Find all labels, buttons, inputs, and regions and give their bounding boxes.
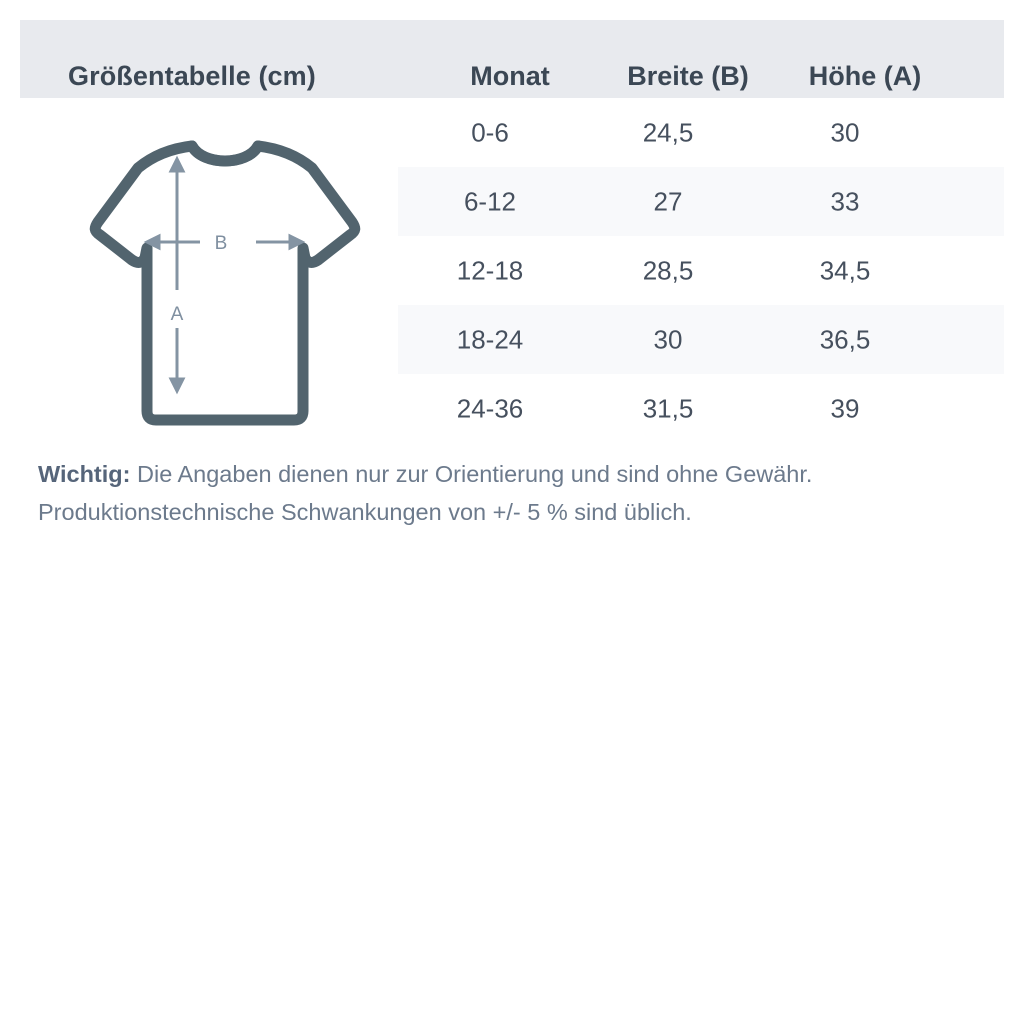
disclaimer-line-1: Die Angaben dienen nur zur Orientierung … [130,461,813,487]
cell-hoehe: 39 [830,393,860,423]
cell-monat: 12-18 [456,255,524,285]
cell-hoehe: 36,5 [819,324,871,354]
disclaimer-lead: Wichtig: [38,461,131,487]
disclaimer-note: Wichtig: Die Angaben dienen nur zur Orie… [38,455,988,531]
cell-hoehe: 33 [830,186,860,216]
table-row: 6-12 27 33 [398,167,1004,236]
size-table-body: 0-6 24,5 30 6-12 27 33 12-18 28,5 34,5 1… [398,98,1004,443]
tshirt-diagram: B A [60,130,390,440]
disclaimer-line-2: Produktionstechnische Schwankungen von +… [38,499,692,525]
cell-hoehe: 30 [830,117,860,147]
column-header-breite: Breite (B) [627,61,749,91]
cell-hoehe: 34,5 [819,255,871,285]
cell-monat: 6-12 [463,186,517,216]
height-dimension-label: A [171,304,184,325]
cell-monat: 18-24 [456,324,524,354]
tshirt-outline [89,140,361,426]
width-dimension-arrow [143,233,306,251]
cell-breite: 30 [653,324,683,354]
table-row: 24-36 31,5 39 [398,374,1004,443]
height-dimension-arrow [168,155,186,395]
cell-breite: 24,5 [642,117,694,147]
cell-breite: 27 [653,186,683,216]
page-title: Größentabelle (cm) [68,61,316,91]
column-header-hoehe: Höhe (A) [808,61,922,91]
width-dimension-label: B [215,233,228,254]
cell-breite: 31,5 [642,393,694,423]
table-row: 18-24 30 36,5 [398,305,1004,374]
column-header-monat: Monat [470,61,550,91]
cell-monat: 0-6 [471,117,509,147]
cell-breite: 28,5 [642,255,694,285]
table-row: 12-18 28,5 34,5 [398,236,1004,305]
table-header-band: Größentabelle (cm) Monat Breite (B) Höhe… [20,20,1004,98]
cell-monat: 24-36 [456,393,524,423]
table-row: 0-6 24,5 30 [398,98,1004,167]
